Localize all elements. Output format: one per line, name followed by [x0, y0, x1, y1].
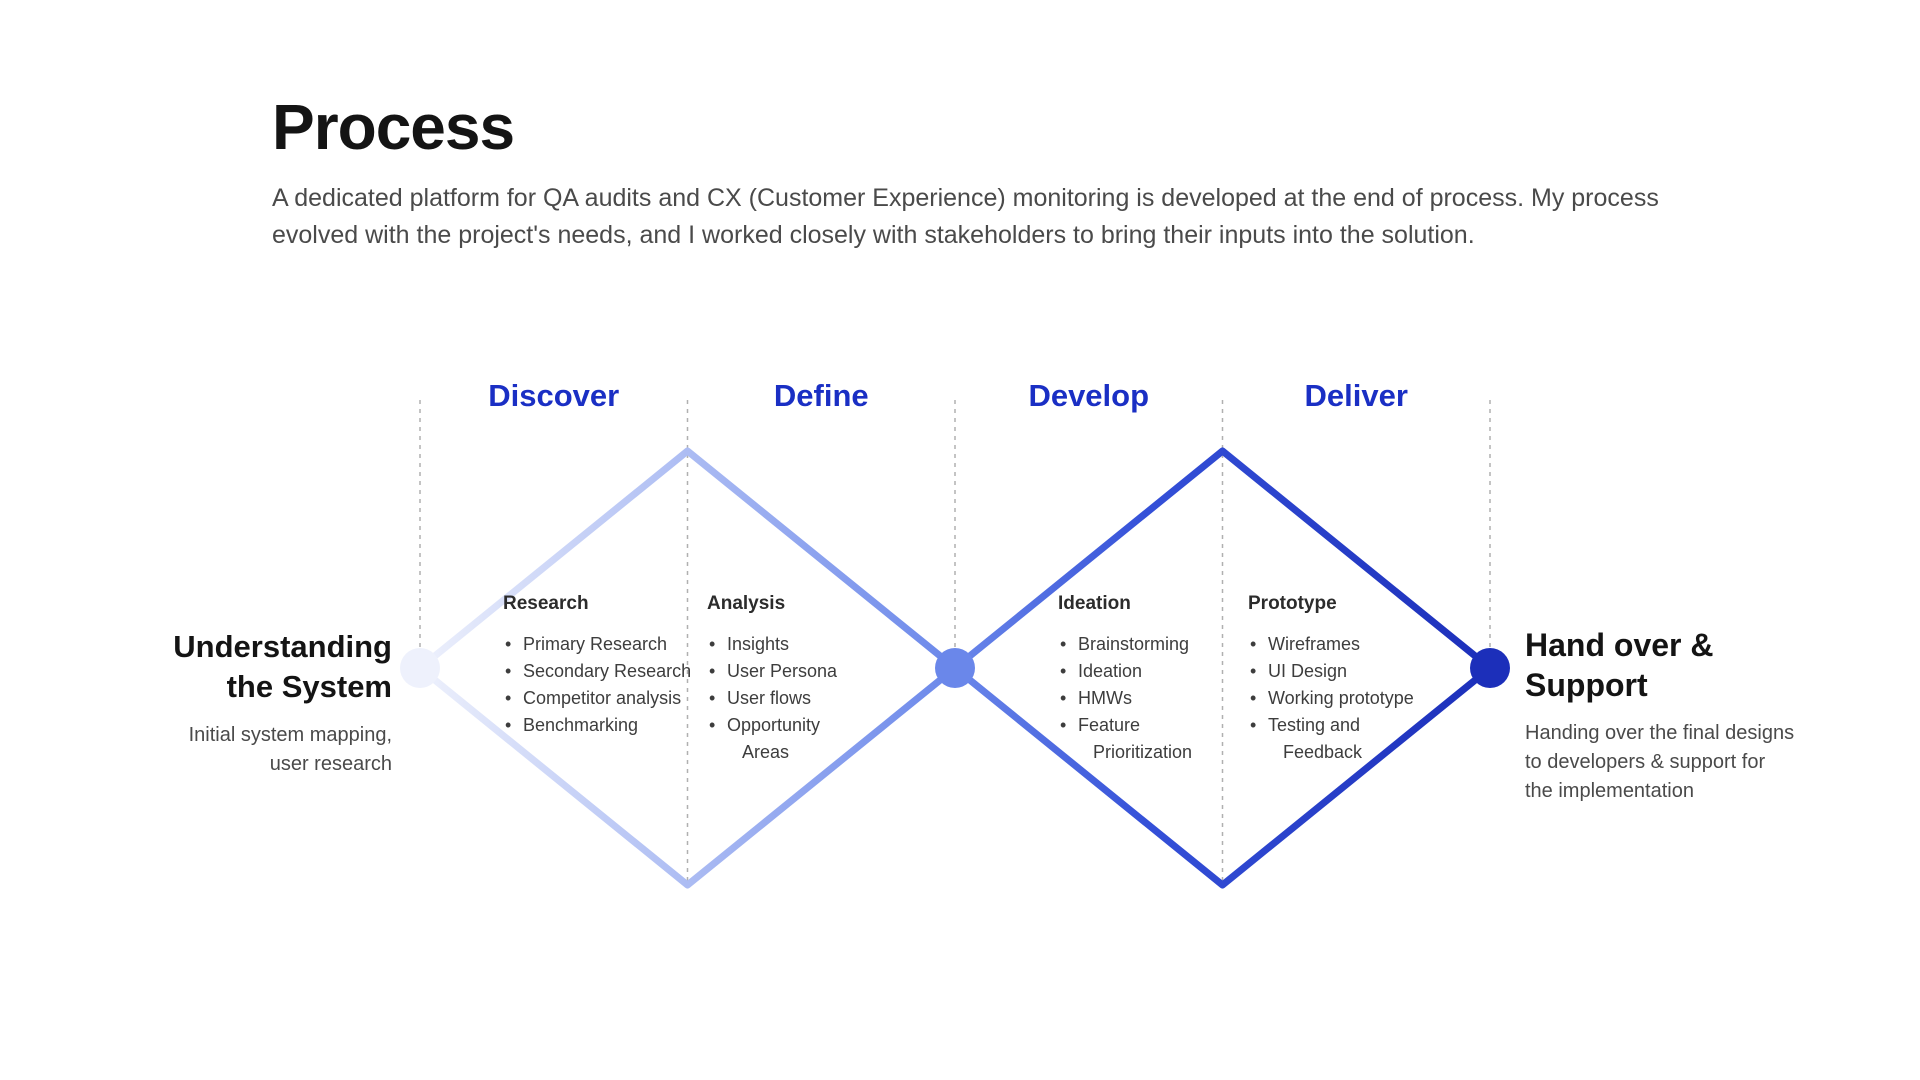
svg-text:Define: Define	[774, 378, 869, 413]
svg-text:Deliver: Deliver	[1305, 378, 1408, 413]
svg-text:Discover: Discover	[488, 378, 619, 413]
svg-text:Develop: Develop	[1028, 378, 1149, 413]
